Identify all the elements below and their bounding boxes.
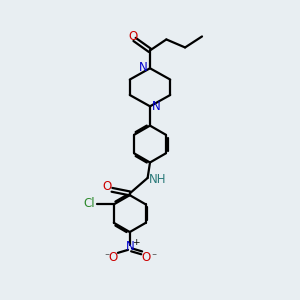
Text: +: +	[132, 238, 140, 247]
Text: N: N	[125, 240, 134, 254]
Text: O: O	[103, 180, 112, 193]
Text: N: N	[152, 100, 161, 113]
Text: ⁻: ⁻	[104, 252, 109, 262]
Text: O: O	[109, 251, 118, 264]
Text: N: N	[139, 61, 148, 74]
Text: NH: NH	[148, 172, 166, 186]
Text: Cl: Cl	[83, 197, 95, 210]
Text: ⁻: ⁻	[151, 252, 156, 262]
Text: O: O	[128, 30, 138, 43]
Text: O: O	[142, 251, 151, 264]
